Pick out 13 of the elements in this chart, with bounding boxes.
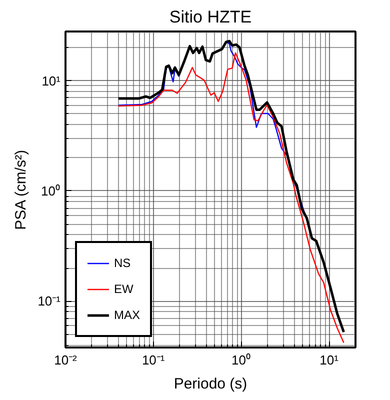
x-axis-title: Periodo (s) xyxy=(174,376,248,392)
chart-title: Sitio HZTE xyxy=(169,8,252,26)
x-tick-label: 10⁻¹ xyxy=(142,352,166,368)
legend-label: MAX xyxy=(114,308,140,322)
legend-label: EW xyxy=(114,282,134,296)
y-tick-label: 10⁰ xyxy=(41,183,61,198)
y-axis-title: PSA (cm/s²) xyxy=(12,150,30,230)
x-tick-label: 10⁻² xyxy=(54,352,78,368)
legend-label: NS xyxy=(114,256,132,270)
y-tick-label: 10¹ xyxy=(42,73,62,88)
x-tick-label: 10⁰ xyxy=(231,352,251,368)
y-tick-label: 10⁻¹ xyxy=(38,294,62,309)
x-tick-label: 10¹ xyxy=(320,352,340,368)
